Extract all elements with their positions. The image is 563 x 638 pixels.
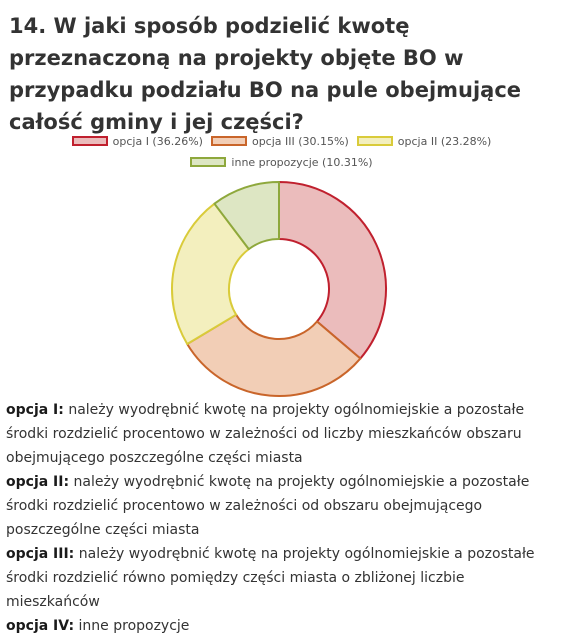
question-title: 14. W jaki sposób podzielić kwotę przezn… (9, 14, 522, 134)
legend-label-inne: inne propozycje (10.31%) (231, 155, 373, 169)
description-term: opcja III: (6, 546, 75, 562)
legend-swatch-opcja-3 (210, 136, 247, 146)
description-text: inne propozycje (74, 618, 190, 634)
legend-swatch-inne (190, 157, 227, 167)
legend-row-1: opcja I (36.26%) opcja III (30.15%) opcj… (0, 134, 563, 148)
donut-slice-opcja-iii[interactable] (186, 313, 362, 397)
donut-chart (171, 181, 387, 397)
option-descriptions: opcja I: należy wyodrębnić kwotę na proj… (6, 398, 558, 638)
chart-legend: opcja I (36.26%) opcja III (30.15%) opcj… (0, 134, 563, 176)
description-text: należy wyodrębnić kwotę na projekty ogól… (6, 474, 530, 538)
legend-label-opcja-3: opcja III (30.15%) (251, 134, 349, 148)
description-term: opcja II: (6, 474, 70, 490)
donut-slice-opcja-i[interactable] (278, 181, 387, 360)
legend-item-opcja-3[interactable]: opcja III (30.15%) (210, 134, 349, 148)
legend-label-opcja-2: opcja II (23.28%) (397, 134, 492, 148)
legend-item-opcja-1[interactable]: opcja I (36.26%) (71, 134, 203, 148)
description-text: należy wyodrębnić kwotę na projekty ogól… (6, 546, 535, 610)
description-opcja-2: opcja II: należy wyodrębnić kwotę na pro… (6, 470, 558, 542)
description-opcja-1: opcja I: należy wyodrębnić kwotę na proj… (6, 398, 558, 470)
legend-swatch-opcja-2 (356, 136, 393, 146)
legend-swatch-opcja-1 (71, 136, 108, 146)
donut-slice-inne-propozycje[interactable] (213, 181, 280, 251)
description-term: opcja IV: (6, 618, 75, 634)
legend-label-opcja-1: opcja I (36.26%) (112, 134, 203, 148)
donut-slice-opcja-ii[interactable] (171, 202, 250, 345)
legend-row-2: inne propozycje (10.31%) (0, 155, 563, 169)
description-term: opcja I: (6, 402, 64, 418)
description-opcja-3: opcja III: należy wyodrębnić kwotę na pr… (6, 542, 558, 614)
description-opcja-4: opcja IV: inne propozycje (6, 614, 558, 638)
legend-item-inne[interactable]: inne propozycje (10.31%) (190, 155, 373, 169)
legend-item-opcja-2[interactable]: opcja II (23.28%) (356, 134, 492, 148)
description-text: należy wyodrębnić kwotę na projekty ogól… (6, 402, 525, 466)
